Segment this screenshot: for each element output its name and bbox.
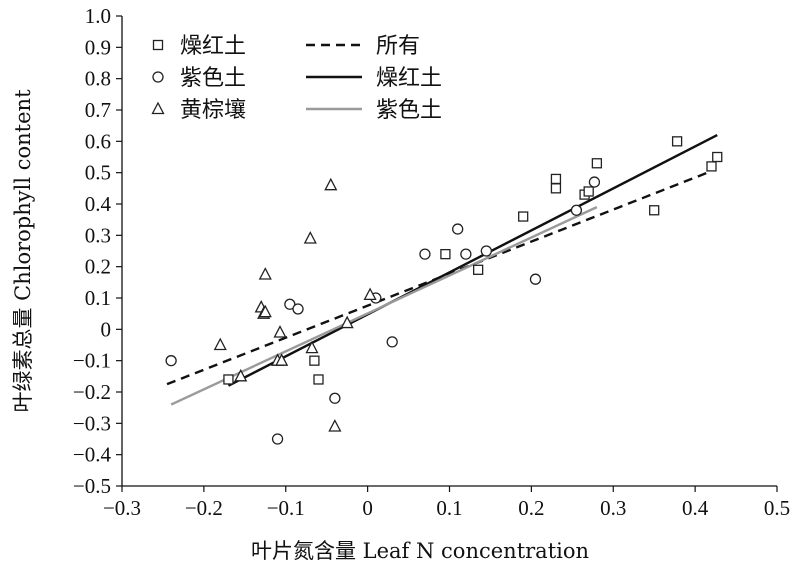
x-tick-label: −0.2: [185, 496, 223, 520]
y-tick-label: 0.2: [85, 255, 111, 279]
data-point: [324, 177, 338, 191]
data-point: [518, 211, 529, 222]
y-tick-label: −0.3: [73, 411, 111, 435]
y-tick-label: 0.7: [85, 98, 111, 122]
data-point: [588, 176, 601, 188]
data-point: [712, 151, 723, 163]
data-point: [570, 204, 583, 216]
data-point: [550, 183, 562, 194]
x-tick-label: −0.1: [267, 496, 305, 520]
data-point: [671, 136, 683, 147]
y-tick-label: 0.5: [85, 161, 111, 185]
y-tick-label: 0.4: [85, 192, 112, 216]
y-tick-label: 1.0: [85, 4, 111, 28]
data-point: [284, 298, 296, 310]
regression-lines: [166, 133, 718, 406]
data-point: [706, 161, 717, 172]
data-point: [313, 374, 324, 385]
y-tick-label: 0.6: [85, 129, 111, 153]
y-tick-label: −0.2: [73, 380, 111, 404]
data-point: [583, 186, 594, 197]
scatter-points: [165, 136, 723, 445]
data-point: [213, 337, 227, 351]
data-point: [275, 353, 289, 366]
data-point: [440, 248, 451, 260]
y-tick-label: 0.1: [85, 286, 111, 310]
data-point: [591, 158, 603, 169]
x-tick-label: 0.2: [518, 496, 544, 520]
legend-label: 紫色土: [180, 66, 246, 91]
legend-label: 紫色土: [376, 98, 442, 123]
data-point: [273, 325, 287, 338]
data-point: [419, 248, 431, 260]
data-point: [305, 340, 319, 354]
x-tick-label: 0.5: [764, 496, 790, 520]
legend-label: 燥红土: [376, 66, 442, 91]
data-point: [452, 223, 464, 235]
y-axis-label: 叶绿素总量 Chlorophyll content: [11, 89, 35, 413]
data-point: [480, 245, 492, 257]
data-point: [329, 392, 341, 404]
data-point: [309, 355, 320, 366]
legend-label: 黄棕壤: [180, 98, 246, 123]
y-tick-label: 0: [101, 317, 112, 341]
legend-marker: [152, 71, 164, 83]
data-point: [292, 303, 304, 315]
data-point: [529, 273, 542, 285]
data-point: [258, 267, 272, 280]
data-point: [473, 264, 484, 275]
fit-line: [170, 206, 598, 406]
x-tick-label: 0: [362, 496, 373, 520]
data-point: [363, 287, 377, 301]
y-tick-label: 0.3: [85, 223, 111, 247]
data-point: [340, 315, 354, 329]
y-tick-label: 0.8: [85, 67, 111, 91]
y-tick-label: −0.1: [73, 349, 111, 373]
data-point: [165, 355, 177, 367]
data-point: [223, 374, 234, 385]
axes: −0.3 −0.2 −0.1 0 0.1 0.2 0.3 0.4 0.5 −0.5 −0.4 −0.3…: [73, 4, 790, 520]
legend-marker: [152, 39, 164, 51]
data-point: [649, 205, 660, 216]
data-point: [271, 433, 284, 445]
data-point: [303, 231, 317, 244]
data-point: [386, 336, 398, 348]
data-point: [234, 368, 248, 382]
y-tick-label: 0.9: [85, 35, 111, 59]
data-point: [550, 173, 562, 185]
y-tick-label: −0.5: [73, 474, 111, 498]
x-tick-label: −0.3: [103, 496, 141, 520]
fit-line: [227, 133, 718, 387]
x-tick-label: 0.4: [682, 496, 709, 520]
x-tick-label: 0.3: [600, 496, 626, 520]
x-tick-label: 0.1: [436, 496, 462, 520]
data-point: [328, 419, 342, 432]
data-point: [460, 248, 472, 260]
legend-label: 所有: [376, 34, 420, 59]
legend-marker: [151, 101, 165, 115]
x-axis-label: 叶片氮含量 Leaf N concentration: [251, 539, 589, 563]
legend-label: 燥红土: [180, 34, 246, 59]
y-tick-label: −0.4: [73, 443, 112, 467]
data-point: [258, 304, 272, 318]
